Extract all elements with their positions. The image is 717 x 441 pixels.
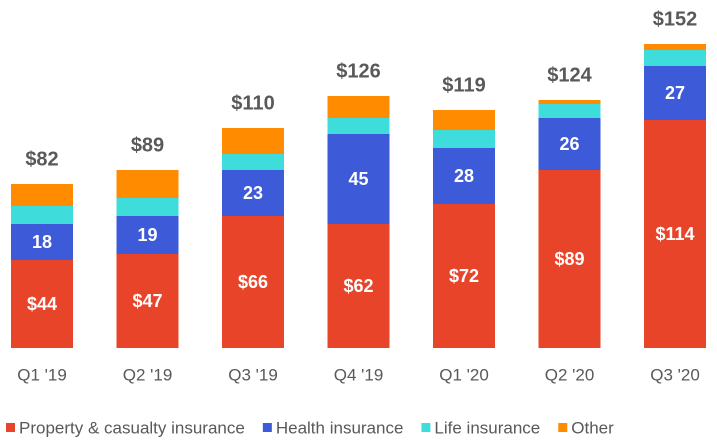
legend-swatch <box>558 423 568 432</box>
bar-segment <box>433 148 495 204</box>
total-label: $82 <box>25 148 58 170</box>
bar-segment <box>222 170 284 216</box>
bar-segment <box>433 204 495 348</box>
legend-label: Life insurance <box>434 418 540 437</box>
bar-segment <box>11 184 73 206</box>
bar-segment <box>433 110 495 130</box>
bar-segment <box>11 224 73 260</box>
legend-label: Property & casualty insurance <box>19 418 245 437</box>
data-label: 28 <box>454 166 474 186</box>
bar-segment <box>116 170 179 198</box>
bar-segment <box>222 128 284 154</box>
total-label: $152 <box>653 8 698 30</box>
bar-segment <box>644 44 706 50</box>
legend-label: Health insurance <box>276 418 404 437</box>
bar-segment <box>327 96 390 118</box>
legend-swatch <box>421 423 431 432</box>
legend-swatch <box>262 423 272 432</box>
bar-segment <box>644 120 706 348</box>
x-tick-label: Q4 '19 <box>334 365 384 384</box>
x-tick-label: Q2 '20 <box>545 365 595 384</box>
x-tick-label: Q3 '19 <box>228 365 278 384</box>
x-tick-label: Q1 '20 <box>439 365 489 384</box>
bar-segment <box>11 260 73 348</box>
data-label: 18 <box>32 232 52 252</box>
bar-segment <box>644 50 706 66</box>
legend-swatch <box>6 423 15 432</box>
data-label: $44 <box>27 294 57 314</box>
bar-segment <box>433 130 495 148</box>
data-label: $72 <box>449 266 479 286</box>
bar-segment <box>538 100 601 104</box>
data-label: $62 <box>343 276 373 296</box>
total-label: $126 <box>336 60 381 82</box>
bar-segment <box>538 118 601 170</box>
bar-segment <box>644 66 706 120</box>
x-tick-label: Q3 '20 <box>650 365 700 384</box>
bar-segment <box>116 254 179 348</box>
bar-segment <box>538 104 601 118</box>
bar-segment <box>11 206 73 224</box>
data-label: $66 <box>238 272 268 292</box>
x-tick-label: Q1 '19 <box>17 365 67 384</box>
legend-label: Other <box>571 418 614 437</box>
x-tick-label: Q2 '19 <box>123 365 173 384</box>
bar-segment <box>222 216 284 348</box>
total-label: $110 <box>231 92 274 114</box>
data-label: $89 <box>554 249 584 269</box>
total-label: $89 <box>131 134 164 156</box>
bar-segment <box>222 154 284 170</box>
total-label: $119 <box>442 74 485 96</box>
data-label: $47 <box>132 291 162 311</box>
data-label: 23 <box>243 183 263 203</box>
bar-segment <box>116 216 179 254</box>
total-label: $124 <box>547 64 592 86</box>
bar-segment <box>116 198 179 216</box>
bar-segment <box>327 118 390 134</box>
data-label: 45 <box>348 169 368 189</box>
data-label: 19 <box>137 225 157 245</box>
data-label: 26 <box>559 134 579 154</box>
bar-segment <box>327 134 390 224</box>
data-label: 27 <box>665 83 685 103</box>
data-label: $114 <box>655 224 694 244</box>
bar-segment <box>538 170 601 348</box>
bar-segment <box>327 224 390 348</box>
